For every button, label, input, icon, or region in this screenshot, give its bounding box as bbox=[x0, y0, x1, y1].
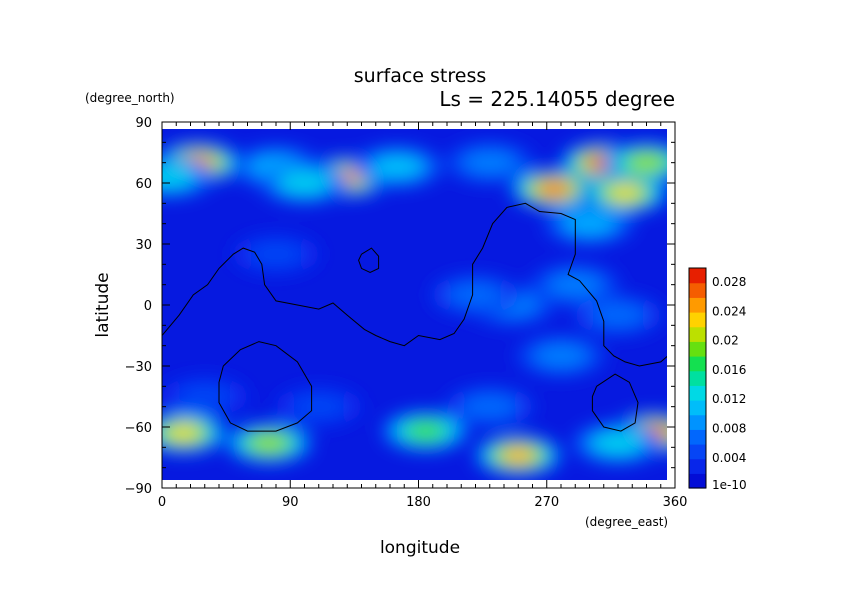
y-tick-label: 0 bbox=[144, 299, 152, 314]
stress-hotspot-17 bbox=[249, 241, 303, 268]
stress-hotspot-14 bbox=[448, 281, 503, 308]
stress-hotspot-24 bbox=[501, 446, 536, 465]
y-axis-label: latitude bbox=[93, 272, 113, 337]
y-units-label: (degree_north) bbox=[85, 91, 175, 105]
stress-hotspot-23 bbox=[407, 421, 445, 441]
chart-title: surface stress bbox=[354, 65, 487, 87]
colorbar-label: 0.016 bbox=[712, 363, 746, 377]
colorbar-frame bbox=[688, 267, 707, 489]
colorbar-label: 0.02 bbox=[712, 334, 739, 348]
contour-line-2 bbox=[218, 341, 313, 432]
stress-hotspot-9 bbox=[606, 183, 644, 203]
x-tick-label: 360 bbox=[663, 495, 688, 510]
colorbar-segment bbox=[689, 341, 706, 357]
stress-hotspot-6 bbox=[462, 149, 517, 176]
y-tick-label: 30 bbox=[135, 238, 152, 253]
colorbar bbox=[689, 268, 706, 489]
x-tick-label: 90 bbox=[282, 495, 299, 510]
colorbar-label: 0.028 bbox=[712, 275, 746, 289]
colorbar-segment bbox=[689, 458, 706, 474]
colorbar-label: 0.008 bbox=[712, 422, 746, 436]
x-units-label: (degree_east) bbox=[585, 515, 668, 529]
stress-hotspot-11 bbox=[562, 210, 617, 237]
contour-line-0 bbox=[162, 202, 667, 367]
colorbar-segment bbox=[689, 282, 706, 298]
stress-hotspot-5 bbox=[370, 153, 425, 180]
stress-hotspot-18 bbox=[177, 383, 232, 410]
stress-hotspot-15 bbox=[591, 302, 645, 329]
x-axis-label: longitude bbox=[380, 538, 460, 558]
axis-tick-labels: 0 90 180 270 360 90 60 30 0 −30 −60 −90 bbox=[125, 116, 688, 510]
colorbar-segment bbox=[689, 385, 706, 401]
colorbar-segment bbox=[689, 370, 706, 386]
topography-contours bbox=[162, 202, 667, 432]
axis-ticks bbox=[161, 121, 676, 489]
contour-line-1 bbox=[358, 247, 380, 274]
y-tick-label: −30 bbox=[125, 360, 152, 375]
plot-area bbox=[162, 129, 667, 480]
colorbar-segment bbox=[689, 297, 706, 313]
colorbar-label: 1e-10 bbox=[712, 478, 747, 492]
chart-subtitle: Ls = 225.14055 degree bbox=[439, 87, 675, 111]
x-tick-label: 270 bbox=[534, 495, 559, 510]
stress-hotspot-12 bbox=[548, 271, 603, 298]
colorbar-label: 0.012 bbox=[712, 392, 746, 406]
stress-hotspot-16 bbox=[534, 342, 588, 369]
stress-hotspot-22 bbox=[250, 433, 288, 453]
x-tick-label: 0 bbox=[158, 495, 166, 510]
stress-hotspot-20 bbox=[462, 393, 517, 420]
colorbar-segment bbox=[689, 429, 706, 445]
stress-field bbox=[162, 142, 667, 476]
stress-hotspot-10 bbox=[628, 153, 665, 173]
y-tick-label: −60 bbox=[125, 421, 152, 436]
y-tick-label: 60 bbox=[135, 177, 152, 192]
colorbar-labels: 0.028 0.024 0.02 0.016 0.012 0.008 0.004 1e-10 bbox=[712, 275, 747, 492]
colorbar-segment bbox=[689, 312, 706, 328]
colorbar-label: 0.024 bbox=[712, 304, 746, 318]
colorbar-segment bbox=[689, 268, 706, 284]
contour-line-3 bbox=[591, 373, 639, 432]
stress-hotspot-26 bbox=[591, 430, 645, 457]
colorbar-segment bbox=[689, 414, 706, 430]
x-tick-label: 180 bbox=[406, 495, 431, 510]
stress-hotspot-7 bbox=[537, 180, 571, 198]
colorbar-label: 0.004 bbox=[712, 451, 746, 465]
y-tick-label: 90 bbox=[135, 116, 152, 131]
colorbar-segment bbox=[689, 400, 706, 416]
colorbar-segment bbox=[689, 444, 706, 460]
stress-hotspot-19 bbox=[291, 393, 346, 420]
stress-hotspot-21 bbox=[164, 423, 202, 443]
stress-hotspot-4 bbox=[277, 170, 332, 196]
y-tick-label: −90 bbox=[125, 482, 152, 497]
colorbar-segment bbox=[689, 356, 706, 372]
colorbar-segment bbox=[689, 473, 706, 489]
colorbar-segment bbox=[689, 326, 706, 342]
stress-hotspot-1 bbox=[162, 163, 197, 190]
